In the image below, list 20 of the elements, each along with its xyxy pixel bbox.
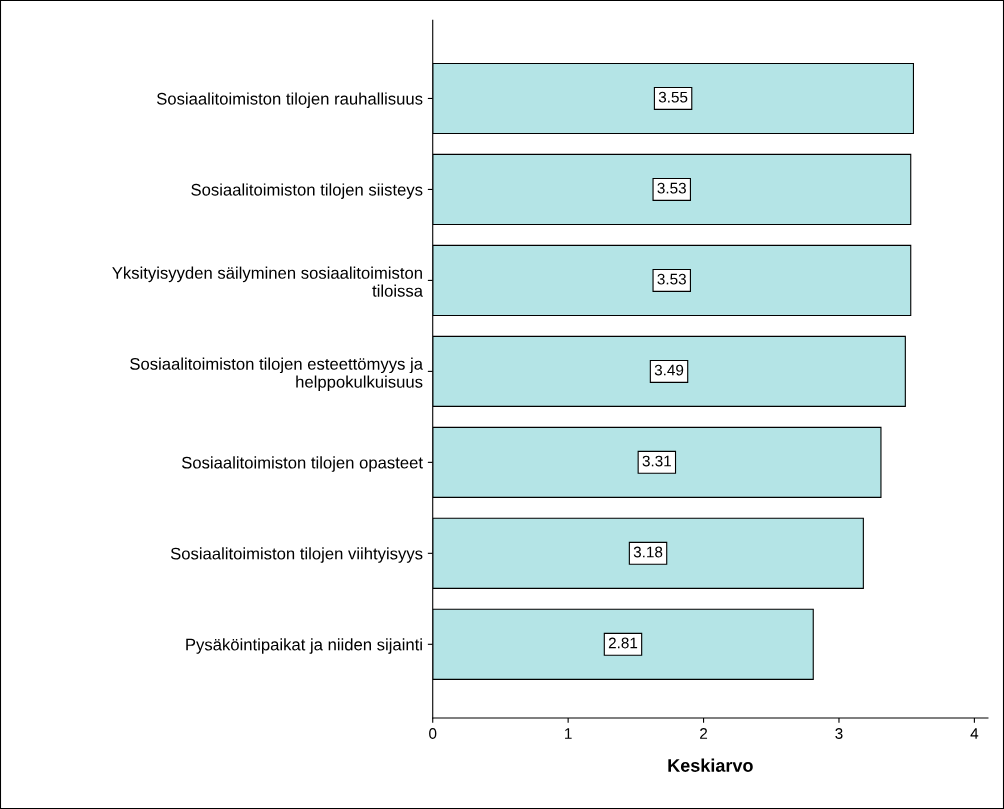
data-label: 3.31	[642, 455, 671, 467]
x-tick-label: 1	[565, 728, 572, 739]
data-label: 3.55	[658, 91, 688, 103]
y-tick-label: Yksityisyyden säilyminen sosiaalitoimiston tiloissa	[112, 266, 423, 297]
x-tick-label: 4	[970, 728, 979, 739]
data-label: 3.53	[657, 182, 686, 194]
y-tick-label: Pysäköintipaikat ja niiden sijainti	[186, 638, 422, 654]
data-label: 3.49	[654, 364, 684, 376]
x-tick-label: 3	[835, 728, 843, 739]
x-axis-title: Keskiarvo	[668, 758, 753, 772]
data-label: 3.18	[633, 546, 663, 558]
data-label: 3.53	[657, 273, 686, 285]
y-tick-label: Sosiaalitoimiston tilojen opasteet	[181, 456, 423, 472]
x-tick-label: 2	[700, 728, 708, 739]
y-tick-label: Sosiaalitoimiston tilojen esteettömyys ja helppokulkuisuus	[130, 357, 424, 392]
x-tick-label: 0	[429, 728, 437, 739]
y-tick-label: Sosiaalitoimiston tilojen siisteys	[191, 183, 423, 199]
data-label: 2.81	[608, 637, 638, 649]
y-tick-label: Sosiaalitoimiston tilojen rauhallisuus	[156, 92, 423, 108]
y-tick-label: Sosiaalitoimiston tilojen viihtyisyys	[170, 547, 423, 563]
